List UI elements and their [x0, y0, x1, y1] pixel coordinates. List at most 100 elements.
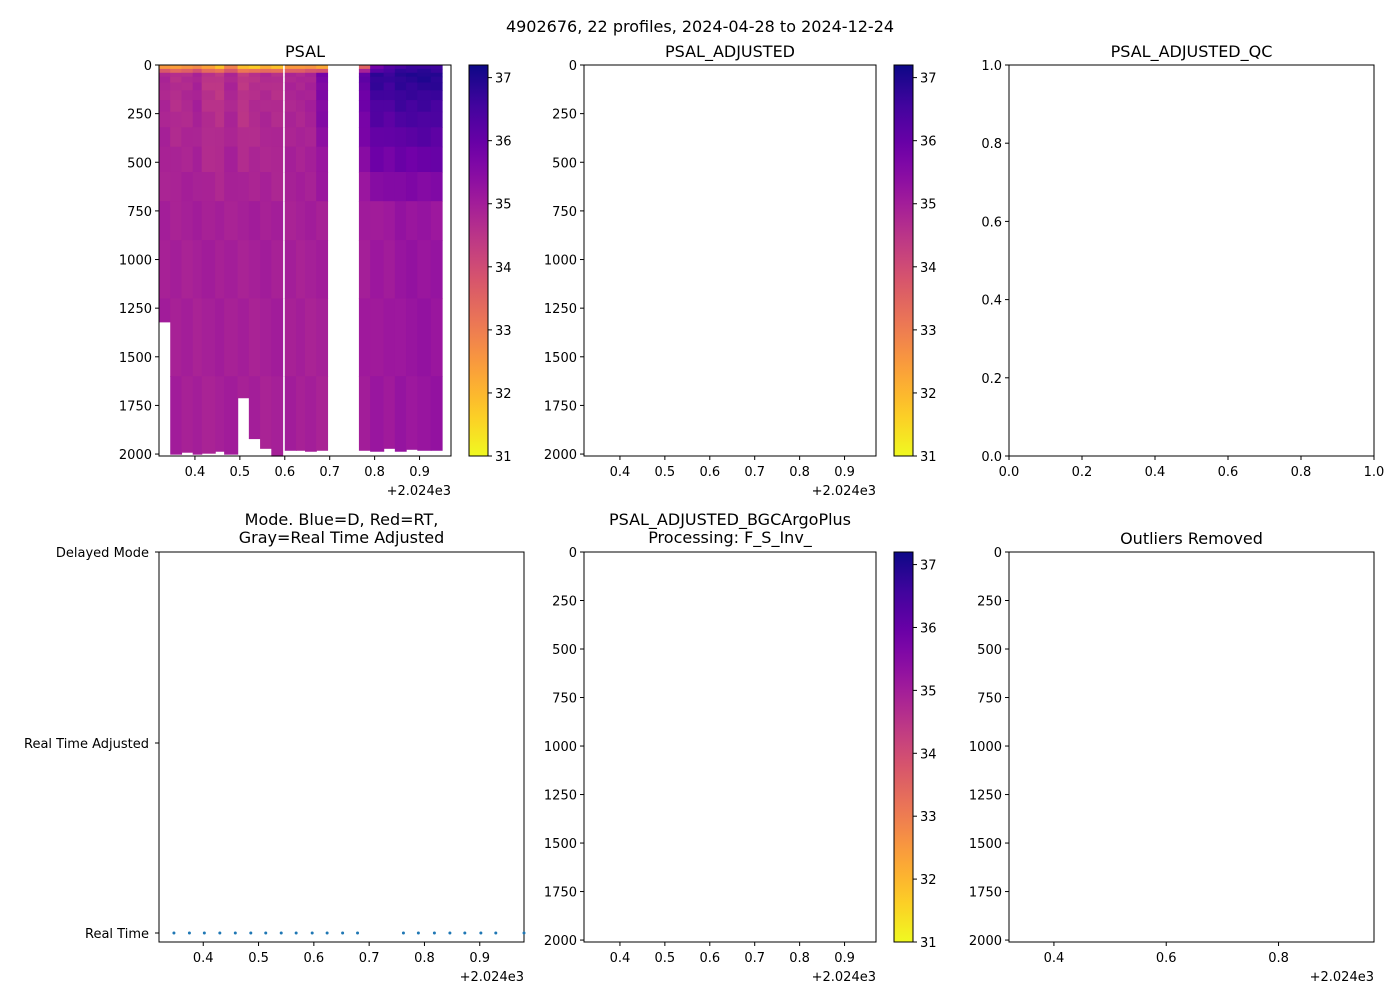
psal-cell	[358, 240, 371, 300]
psal-cell	[192, 240, 203, 300]
psal-cell	[394, 298, 407, 377]
psal-cell	[170, 171, 183, 202]
psal-adjusted-colorbar: 31 32 33 34 35 36 37	[893, 64, 937, 465]
psal-cell	[181, 127, 194, 148]
psal-cell	[159, 90, 171, 101]
psal-cell	[296, 111, 306, 128]
psal-adjusted-ytick-label: 0	[569, 59, 577, 74]
psal-adjusted-xtick-label: 0.4	[610, 465, 631, 480]
psal-cell	[224, 171, 239, 202]
psal-cell	[271, 100, 284, 113]
psal-adjusted-colorbar-label: 33	[920, 324, 937, 339]
psal-adjusted-colorbar-label: 34	[920, 261, 937, 276]
mode-point	[172, 931, 176, 935]
qc-ytick-label: 0.4	[981, 294, 1002, 309]
psal-cell	[316, 82, 329, 91]
psal-cell	[192, 171, 203, 202]
psal-cell	[260, 68, 272, 74]
psal-cell	[215, 90, 225, 101]
psal-cell	[296, 68, 306, 74]
psal-colorbar-label: 37	[495, 72, 512, 87]
psal-cell	[417, 146, 432, 173]
mode-point	[264, 931, 268, 935]
psal-cell	[181, 82, 194, 91]
psal-cell	[224, 65, 239, 70]
psal-cell	[159, 68, 171, 74]
psal-cell	[305, 298, 317, 377]
outliers-ytick-label: 250	[977, 595, 1002, 610]
psal-cell	[237, 201, 250, 241]
psal-cell	[284, 298, 297, 377]
psal-cell	[215, 298, 225, 377]
psal-cell	[316, 72, 329, 78]
psal-cell	[394, 111, 407, 128]
psal-cell	[170, 376, 183, 455]
mode-panel: Mode. Blue=D, Red=RT,Gray=Real Time Adju…	[24, 510, 526, 985]
psal-cell	[406, 76, 418, 84]
psal-cell	[260, 201, 272, 241]
psal-cell	[370, 72, 385, 78]
psal-cell	[260, 171, 272, 202]
psal-cell	[181, 240, 194, 300]
psal-cell	[248, 65, 261, 70]
psal-cell	[170, 127, 183, 148]
psal-bgc-x-offset: +2.024e3	[812, 970, 876, 985]
psal-cell	[159, 171, 171, 202]
psal-cell	[192, 82, 203, 91]
qc-ytick-label: 0.2	[981, 372, 1002, 387]
psal-cell	[271, 298, 284, 377]
psal-ytick-label: 1750	[119, 399, 152, 414]
psal-cell	[316, 298, 329, 377]
psal-cell	[370, 68, 385, 74]
psal-colorbar-label: 36	[495, 135, 512, 150]
psal-adjusted-xtick-label: 0.7	[744, 465, 765, 480]
psal-cell	[201, 171, 216, 202]
psal-cell	[316, 68, 329, 74]
psal-cell	[370, 76, 385, 84]
mode-xtick-label: 0.7	[359, 951, 380, 966]
psal-cell	[192, 376, 203, 455]
psal-cell	[224, 100, 239, 113]
psal-cell	[181, 201, 194, 241]
psal-adjusted-ytick-label: 250	[552, 108, 577, 123]
psal-cell	[296, 298, 306, 377]
psal-cell	[237, 171, 250, 202]
psal-adjusted-x-offset: +2.024e3	[812, 484, 876, 499]
psal-cell	[296, 76, 306, 84]
psal-cell	[417, 298, 432, 377]
psal-bgc-ytick-label: 1750	[544, 886, 577, 901]
psal-cell	[417, 376, 432, 451]
psal-cell	[284, 100, 297, 113]
psal-cell	[406, 68, 418, 74]
psal-cell	[260, 298, 272, 377]
psal-bgc-ytick-label: 1500	[544, 837, 577, 852]
psal-cell	[260, 100, 272, 113]
psal-cell	[316, 100, 329, 113]
psal-cell	[224, 72, 239, 78]
psal-cell	[296, 90, 306, 101]
psal-adjusted-title: PSAL_ADJUSTED	[665, 42, 795, 62]
psal-cell	[430, 201, 443, 241]
psal-cell	[430, 90, 443, 101]
psal-colorbar-label: 31	[495, 450, 512, 465]
psal-cell	[358, 68, 371, 74]
psal-cell	[417, 68, 432, 74]
mode-point	[187, 931, 191, 935]
psal-bgc-ytick-label: 750	[552, 692, 577, 707]
psal-cell	[260, 82, 272, 91]
psal-cell	[271, 65, 284, 70]
psal-cell	[358, 127, 371, 148]
psal-cell	[406, 376, 418, 450]
psal-cell	[406, 65, 418, 70]
psal-cell	[383, 298, 396, 377]
psal-cell	[358, 146, 371, 173]
psal-cell	[358, 171, 371, 202]
psal-cell	[271, 376, 284, 457]
psal-xtick-label: 0.5	[230, 465, 251, 480]
psal-adjusted-xtick-label: 0.8	[789, 465, 810, 480]
psal-cell	[284, 127, 297, 148]
mode-point	[202, 931, 206, 935]
psal-cell	[181, 111, 194, 128]
psal-cell	[224, 68, 239, 74]
psal-bgc-xtick-label: 0.6	[699, 951, 720, 966]
